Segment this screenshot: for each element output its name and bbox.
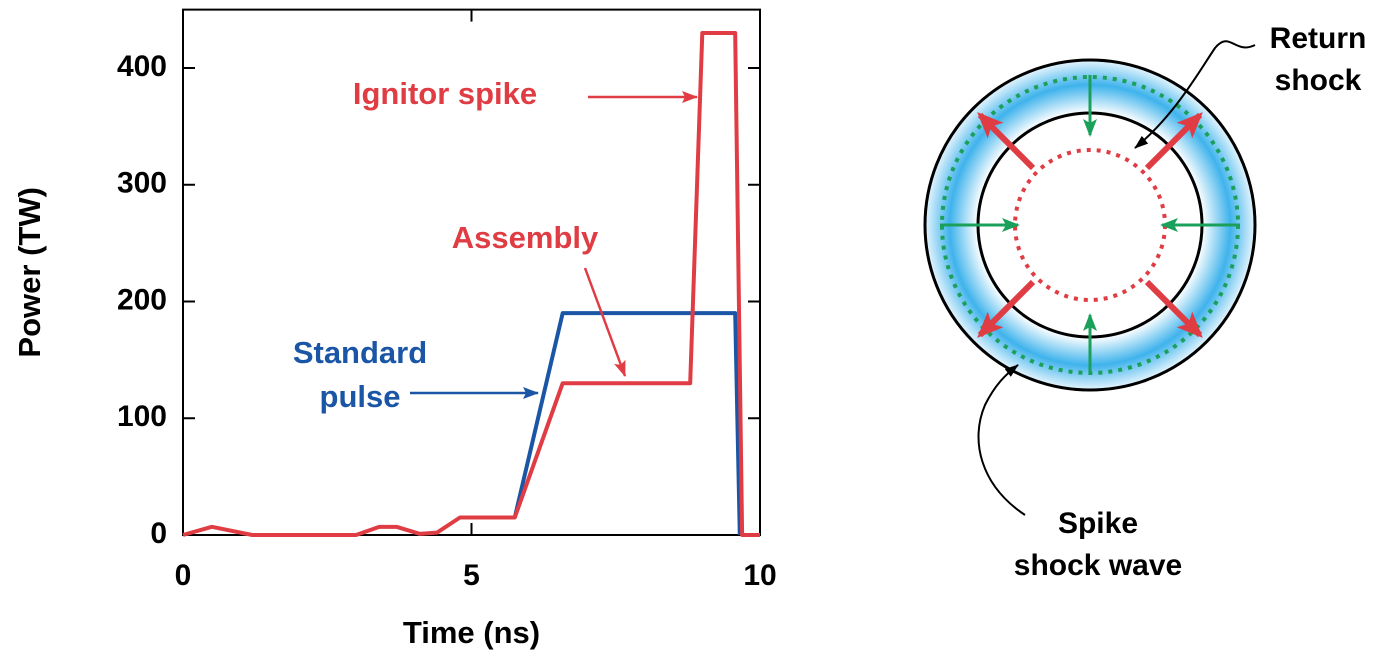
- y-tick-label: 0: [150, 517, 167, 550]
- x-tick-label: 5: [463, 559, 480, 592]
- diagram-label: Spike: [1058, 507, 1138, 540]
- y-tick-label: 200: [117, 283, 167, 316]
- diagram-label: shock wave: [1014, 549, 1182, 582]
- diagram-label: Return: [1270, 22, 1367, 55]
- y-tick-label: 100: [117, 400, 167, 433]
- diagram-label: shock: [1275, 64, 1362, 97]
- pointer: [978, 365, 1025, 515]
- x-axis-title: Time (ns): [403, 615, 540, 650]
- x-tick-label: 0: [175, 559, 192, 592]
- annotation: Ignitor spike: [353, 76, 537, 111]
- annotation: pulse: [320, 379, 401, 414]
- diagram: Return shock Spike shock wave: [925, 22, 1366, 582]
- annotation-arrow: [585, 268, 625, 376]
- annotation: Standard: [293, 335, 427, 370]
- figure: 05100100200300400Time (ns)Power (TW)Stan…: [0, 0, 1400, 660]
- annotation: Assembly: [452, 220, 599, 255]
- y-axis-title: Power (TW): [12, 187, 47, 358]
- y-tick-label: 300: [117, 167, 167, 200]
- y-tick-label: 400: [117, 50, 167, 83]
- x-tick-label: 10: [743, 559, 776, 592]
